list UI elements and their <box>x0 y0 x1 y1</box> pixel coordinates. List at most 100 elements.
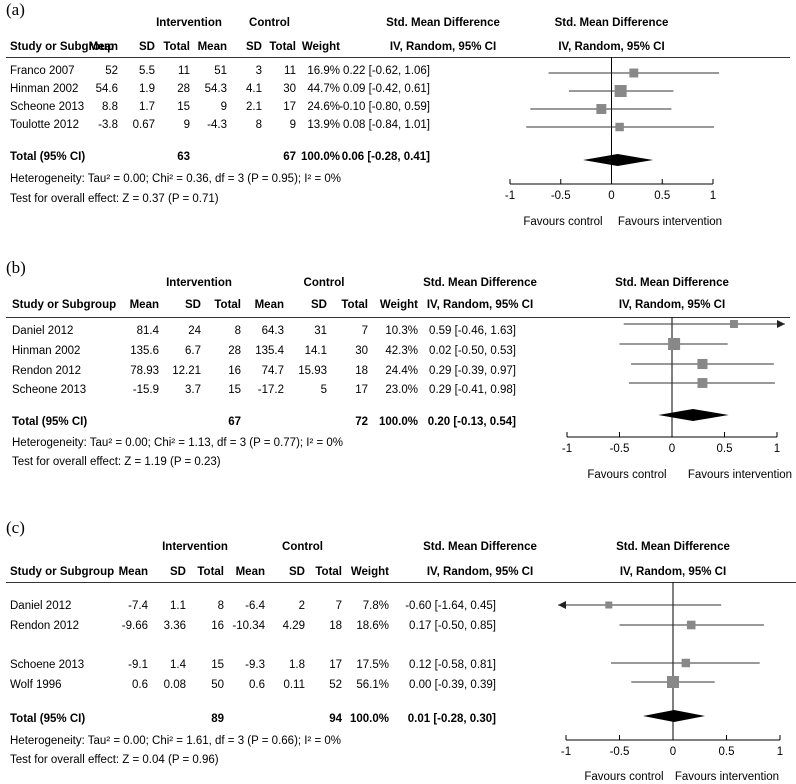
favours-control-label: Favours control <box>523 216 603 228</box>
total-int: 63 <box>177 151 190 163</box>
ctl-total-cell: 17 <box>329 659 342 671</box>
ctl-mean-cell: -4.3 <box>207 119 227 131</box>
header-int-mean: Mean <box>118 566 148 578</box>
header-ctl-mean: Mean <box>197 41 227 53</box>
study-marker <box>729 320 738 328</box>
header-ctl-total: Total <box>341 299 368 311</box>
int-sd-cell: 0.67 <box>132 119 155 131</box>
ctl-mean-cell: 9 <box>220 101 227 113</box>
ctl-mean-cell: 0.6 <box>249 679 265 691</box>
x-tick-label: 1 <box>777 746 783 758</box>
ctl-sd-cell: 8 <box>255 119 262 131</box>
smd-ci-cell: 0.00 [-0.39, 0.39] <box>409 679 496 691</box>
study-name: Daniel 2012 <box>10 600 72 612</box>
study-marker <box>681 658 691 668</box>
total-label: Total (95% CI) <box>10 151 86 163</box>
panel-label: (c) <box>6 518 25 537</box>
header-rule <box>6 582 796 583</box>
smd-ci-cell: 0.29 [-0.41, 0.98] <box>429 384 516 396</box>
favours-control-label: Favours control <box>587 469 667 481</box>
header-control: Control <box>303 277 345 289</box>
header-int-sd: SD <box>170 566 186 578</box>
int-mean-cell: -3.8 <box>98 119 118 131</box>
ctl-total-cell: 17 <box>283 101 296 113</box>
overall-effect-text: Test for overall effect: Z = 1.19 (P = 0… <box>12 456 221 468</box>
weight-cell: 56.1% <box>356 679 389 691</box>
int-sd-cell: 1.1 <box>170 600 186 612</box>
int-total-cell: 8 <box>217 600 224 612</box>
smd-ci-cell: -0.60 [-1.64, 0.45] <box>405 600 496 612</box>
header-int-sd: SD <box>185 299 201 311</box>
weight-cell: 24.6% <box>307 101 340 113</box>
forest-plot: -1 -0.5 0 0.5 1 <box>558 582 783 758</box>
header-method-plot: IV, Random, 95% CI <box>618 299 726 311</box>
int-mean-cell: -9.1 <box>128 659 148 671</box>
favours-intervention-label: Favours intervention <box>617 216 723 228</box>
header-ctl-total: Total <box>315 566 342 578</box>
int-sd-cell: 0.08 <box>163 679 186 691</box>
x-tick-label: 0.5 <box>719 746 735 758</box>
header-ctl-sd: SD <box>311 299 327 311</box>
int-total-cell: 15 <box>211 659 224 671</box>
header-method-text: IV, Random, 95% CI <box>426 299 534 311</box>
total-weight: 100.0% <box>349 713 389 725</box>
pooled-diamond <box>658 409 729 421</box>
study-marker <box>605 601 613 609</box>
header-method-text: IV, Random, 95% CI <box>389 41 497 53</box>
weight-cell: 10.3% <box>385 325 418 337</box>
header-smd-plot: Std. Mean Difference <box>616 541 730 553</box>
total-ci: 0.01 [-0.28, 0.30] <box>407 713 496 725</box>
ctl-sd-cell: 2.1 <box>246 101 262 113</box>
ctl-mean-cell: -10.34 <box>232 620 265 632</box>
x-tick-label: -1 <box>562 443 572 455</box>
ctl-sd-cell: 15.93 <box>298 365 327 377</box>
x-tick-label: 0.5 <box>654 190 670 202</box>
int-total-cell: 9 <box>183 119 190 131</box>
total-weight: 100.0% <box>300 151 340 163</box>
panel-a: (a) Intervention Control Std. Mean Differen… <box>0 0 796 260</box>
smd-ci-cell: 0.29 [-0.39, 0.97] <box>429 365 516 377</box>
smd-ci-cell: 0.09 [-0.42, 0.61] <box>343 83 430 95</box>
int-sd-cell: 24 <box>188 325 201 337</box>
ctl-total-cell: 52 <box>329 679 342 691</box>
panel-label: (b) <box>6 258 26 277</box>
ctl-total-cell: 9 <box>289 119 296 131</box>
study-name: Hinman 2002 <box>10 83 79 95</box>
total-int: 89 <box>211 713 224 725</box>
heterogeneity-text: Heterogeneity: Tau² = 0.00; Chi² = 0.36,… <box>10 173 342 185</box>
header-weight: Weight <box>301 41 340 53</box>
ctl-sd-cell: 3 <box>255 65 262 77</box>
int-mean-cell: 78.93 <box>130 365 159 377</box>
ctl-mean-cell: -9.3 <box>245 659 265 671</box>
panel-label: (a) <box>6 0 25 19</box>
header-control: Control <box>249 17 290 29</box>
int-sd-cell: 1.9 <box>139 83 155 95</box>
x-tick-label: -1 <box>561 746 571 758</box>
total-ctl: 94 <box>329 713 342 725</box>
study-marker <box>668 338 681 350</box>
x-tick-label: 0 <box>608 190 614 202</box>
weight-cell: 23.0% <box>385 384 418 396</box>
study-name: Franco 2007 <box>10 65 75 77</box>
header-method-plot: IV, Random, 95% CI <box>558 41 665 53</box>
ctl-total-cell: 18 <box>355 365 368 377</box>
study-marker <box>629 68 639 78</box>
header-smd-text: Std. Mean Difference <box>423 277 537 289</box>
int-total-cell: 15 <box>177 101 190 113</box>
smd-ci-cell: 0.12 [-0.58, 0.81] <box>409 659 496 671</box>
study-name: Daniel 2012 <box>12 325 74 337</box>
ctl-total-cell: 11 <box>284 65 296 77</box>
header-weight: Weight <box>379 299 418 311</box>
int-mean-cell: -15.9 <box>132 384 159 396</box>
total-ci: 0.06 [-0.28, 0.41] <box>341 151 430 163</box>
ctl-total-cell: 17 <box>355 384 368 396</box>
int-sd-cell: 12.21 <box>172 365 201 377</box>
int-total-cell: 15 <box>228 384 241 396</box>
int-sd-cell: 1.4 <box>170 659 186 671</box>
ctl-total-cell: 30 <box>283 83 296 95</box>
pooled-diamond <box>583 154 654 166</box>
x-tick-label: -0.5 <box>610 746 630 758</box>
int-total-cell: 28 <box>228 345 241 357</box>
total-label: Total (95% CI) <box>12 416 88 428</box>
ctl-mean-cell: 135.4 <box>255 345 284 357</box>
